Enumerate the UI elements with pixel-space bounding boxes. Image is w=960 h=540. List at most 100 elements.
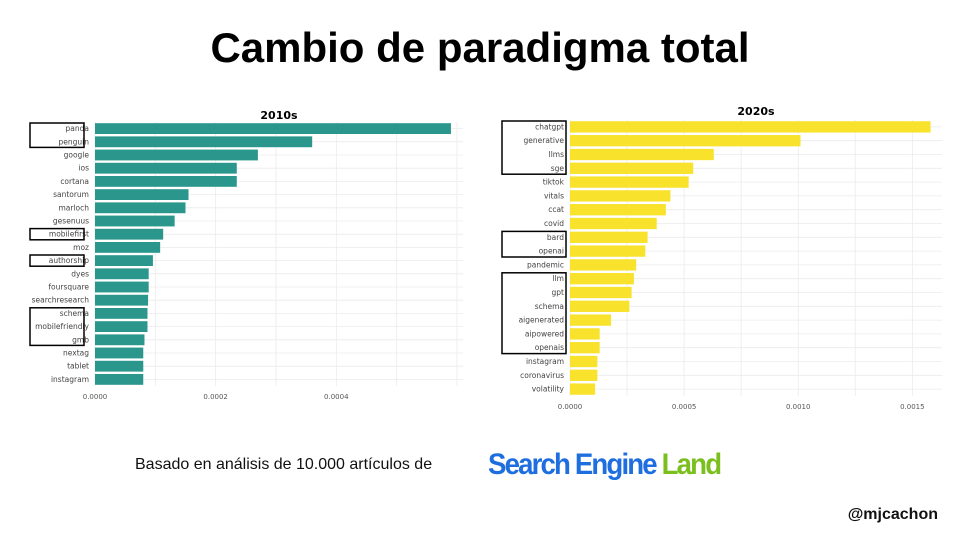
category-label: aipowered [525, 329, 564, 338]
category-label: authorship [49, 256, 89, 265]
bar [95, 136, 313, 148]
highlight-box [29, 227, 85, 241]
category-label: ios [78, 164, 89, 173]
category-label: llm [553, 274, 564, 283]
category-label: pandemic [527, 260, 564, 269]
bar [570, 342, 600, 354]
category-label: chatgpt [535, 122, 564, 131]
bar [570, 383, 596, 395]
chart-title: 2010s [260, 109, 298, 122]
bar [95, 294, 149, 306]
bar [570, 245, 646, 257]
bar [95, 307, 148, 319]
bar [95, 347, 144, 359]
category-label: bard [547, 233, 564, 242]
category-label: openais [535, 343, 564, 352]
category-label: tiktok [543, 178, 565, 187]
bar [95, 202, 186, 214]
footer-source-text: Basado en análisis de 10.000 artículos d… [135, 456, 433, 473]
category-label: gpt [552, 288, 565, 297]
bar [570, 121, 931, 133]
category-label: coronavirus [520, 371, 564, 380]
category-label: marloch [58, 203, 89, 212]
bar [570, 231, 648, 243]
search-engine-land-logo: Search Engine Land [488, 448, 722, 482]
x-tick-label: 0.0010 [786, 403, 811, 411]
bar [95, 268, 149, 280]
bar [570, 328, 600, 340]
category-label: mobilefriendly [35, 322, 89, 331]
category-label: tablet [67, 362, 89, 371]
category-label: cortana [60, 177, 89, 186]
x-tick-label: 0.0000 [558, 403, 583, 411]
chart-2020s: 2020s chatgpt generative llms sge tiktok vital… [501, 105, 942, 411]
category-label: sge [551, 164, 565, 173]
slide-title: Cambio de paradigma total [210, 24, 750, 71]
category-label: ccat [548, 205, 564, 214]
bar [570, 190, 671, 202]
category-label: panda [66, 124, 89, 133]
x-tick-label: 0.0000 [83, 393, 108, 401]
x-tick-label: 0.0002 [203, 393, 228, 401]
bar [95, 241, 161, 253]
category-label: google [64, 151, 90, 160]
bar [570, 369, 598, 381]
bar [95, 189, 189, 201]
bar [95, 255, 153, 267]
highlight-box [29, 307, 85, 347]
x-tick-label: 0.0005 [672, 403, 697, 411]
highlight-box [501, 230, 567, 258]
bar [570, 273, 634, 285]
bar [95, 321, 148, 333]
bar [95, 162, 237, 174]
logo-text-part1: Search Engine [488, 448, 658, 481]
category-label: penguin [59, 137, 90, 146]
category-label: mobilefirst [49, 230, 89, 239]
chart-2010s: 2010s panda penguin google ios cortana santoru… [29, 109, 463, 401]
category-label: searchresearch [32, 296, 90, 305]
bar [570, 148, 714, 161]
category-label: santorum [53, 190, 89, 199]
bar [570, 314, 612, 326]
category-label: volatility [532, 385, 565, 394]
chart-title: 2020s [737, 105, 775, 118]
highlight-box [29, 254, 85, 267]
x-tick-label: 0.0004 [324, 393, 349, 401]
bar [95, 149, 258, 161]
bar [95, 281, 149, 293]
bar [570, 162, 694, 174]
category-label: gesenuus [53, 217, 89, 226]
category-label: nextag [63, 349, 89, 358]
bar [95, 360, 144, 372]
bar [95, 123, 451, 135]
highlight-box [29, 122, 85, 149]
bar [570, 300, 630, 312]
bar [570, 204, 666, 216]
author-handle: @mjcachon [847, 506, 938, 523]
category-label: gmb [72, 335, 89, 344]
bar [95, 175, 237, 187]
bar [570, 176, 689, 188]
category-label: vitals [544, 191, 564, 200]
bar [570, 286, 632, 299]
bar [570, 217, 657, 230]
bar [95, 373, 144, 385]
bar [95, 215, 175, 227]
category-label: generative [524, 136, 565, 145]
category-label: schema [535, 302, 564, 311]
category-label: instagram [51, 375, 89, 384]
category-label: llms [549, 150, 564, 159]
bar [95, 334, 145, 346]
highlight-box [501, 120, 567, 175]
x-tick-label: 0.0015 [900, 403, 925, 411]
category-label: schema [60, 309, 89, 318]
category-label: foursquare [48, 283, 89, 292]
bar [570, 355, 598, 368]
category-label: aigenerated [519, 316, 565, 325]
bar [570, 135, 801, 147]
category-label: dyes [71, 269, 89, 278]
bar [95, 228, 164, 240]
highlight-box [501, 272, 567, 355]
category-label: instagram [526, 357, 564, 366]
logo-text-part2: Land [661, 448, 722, 481]
